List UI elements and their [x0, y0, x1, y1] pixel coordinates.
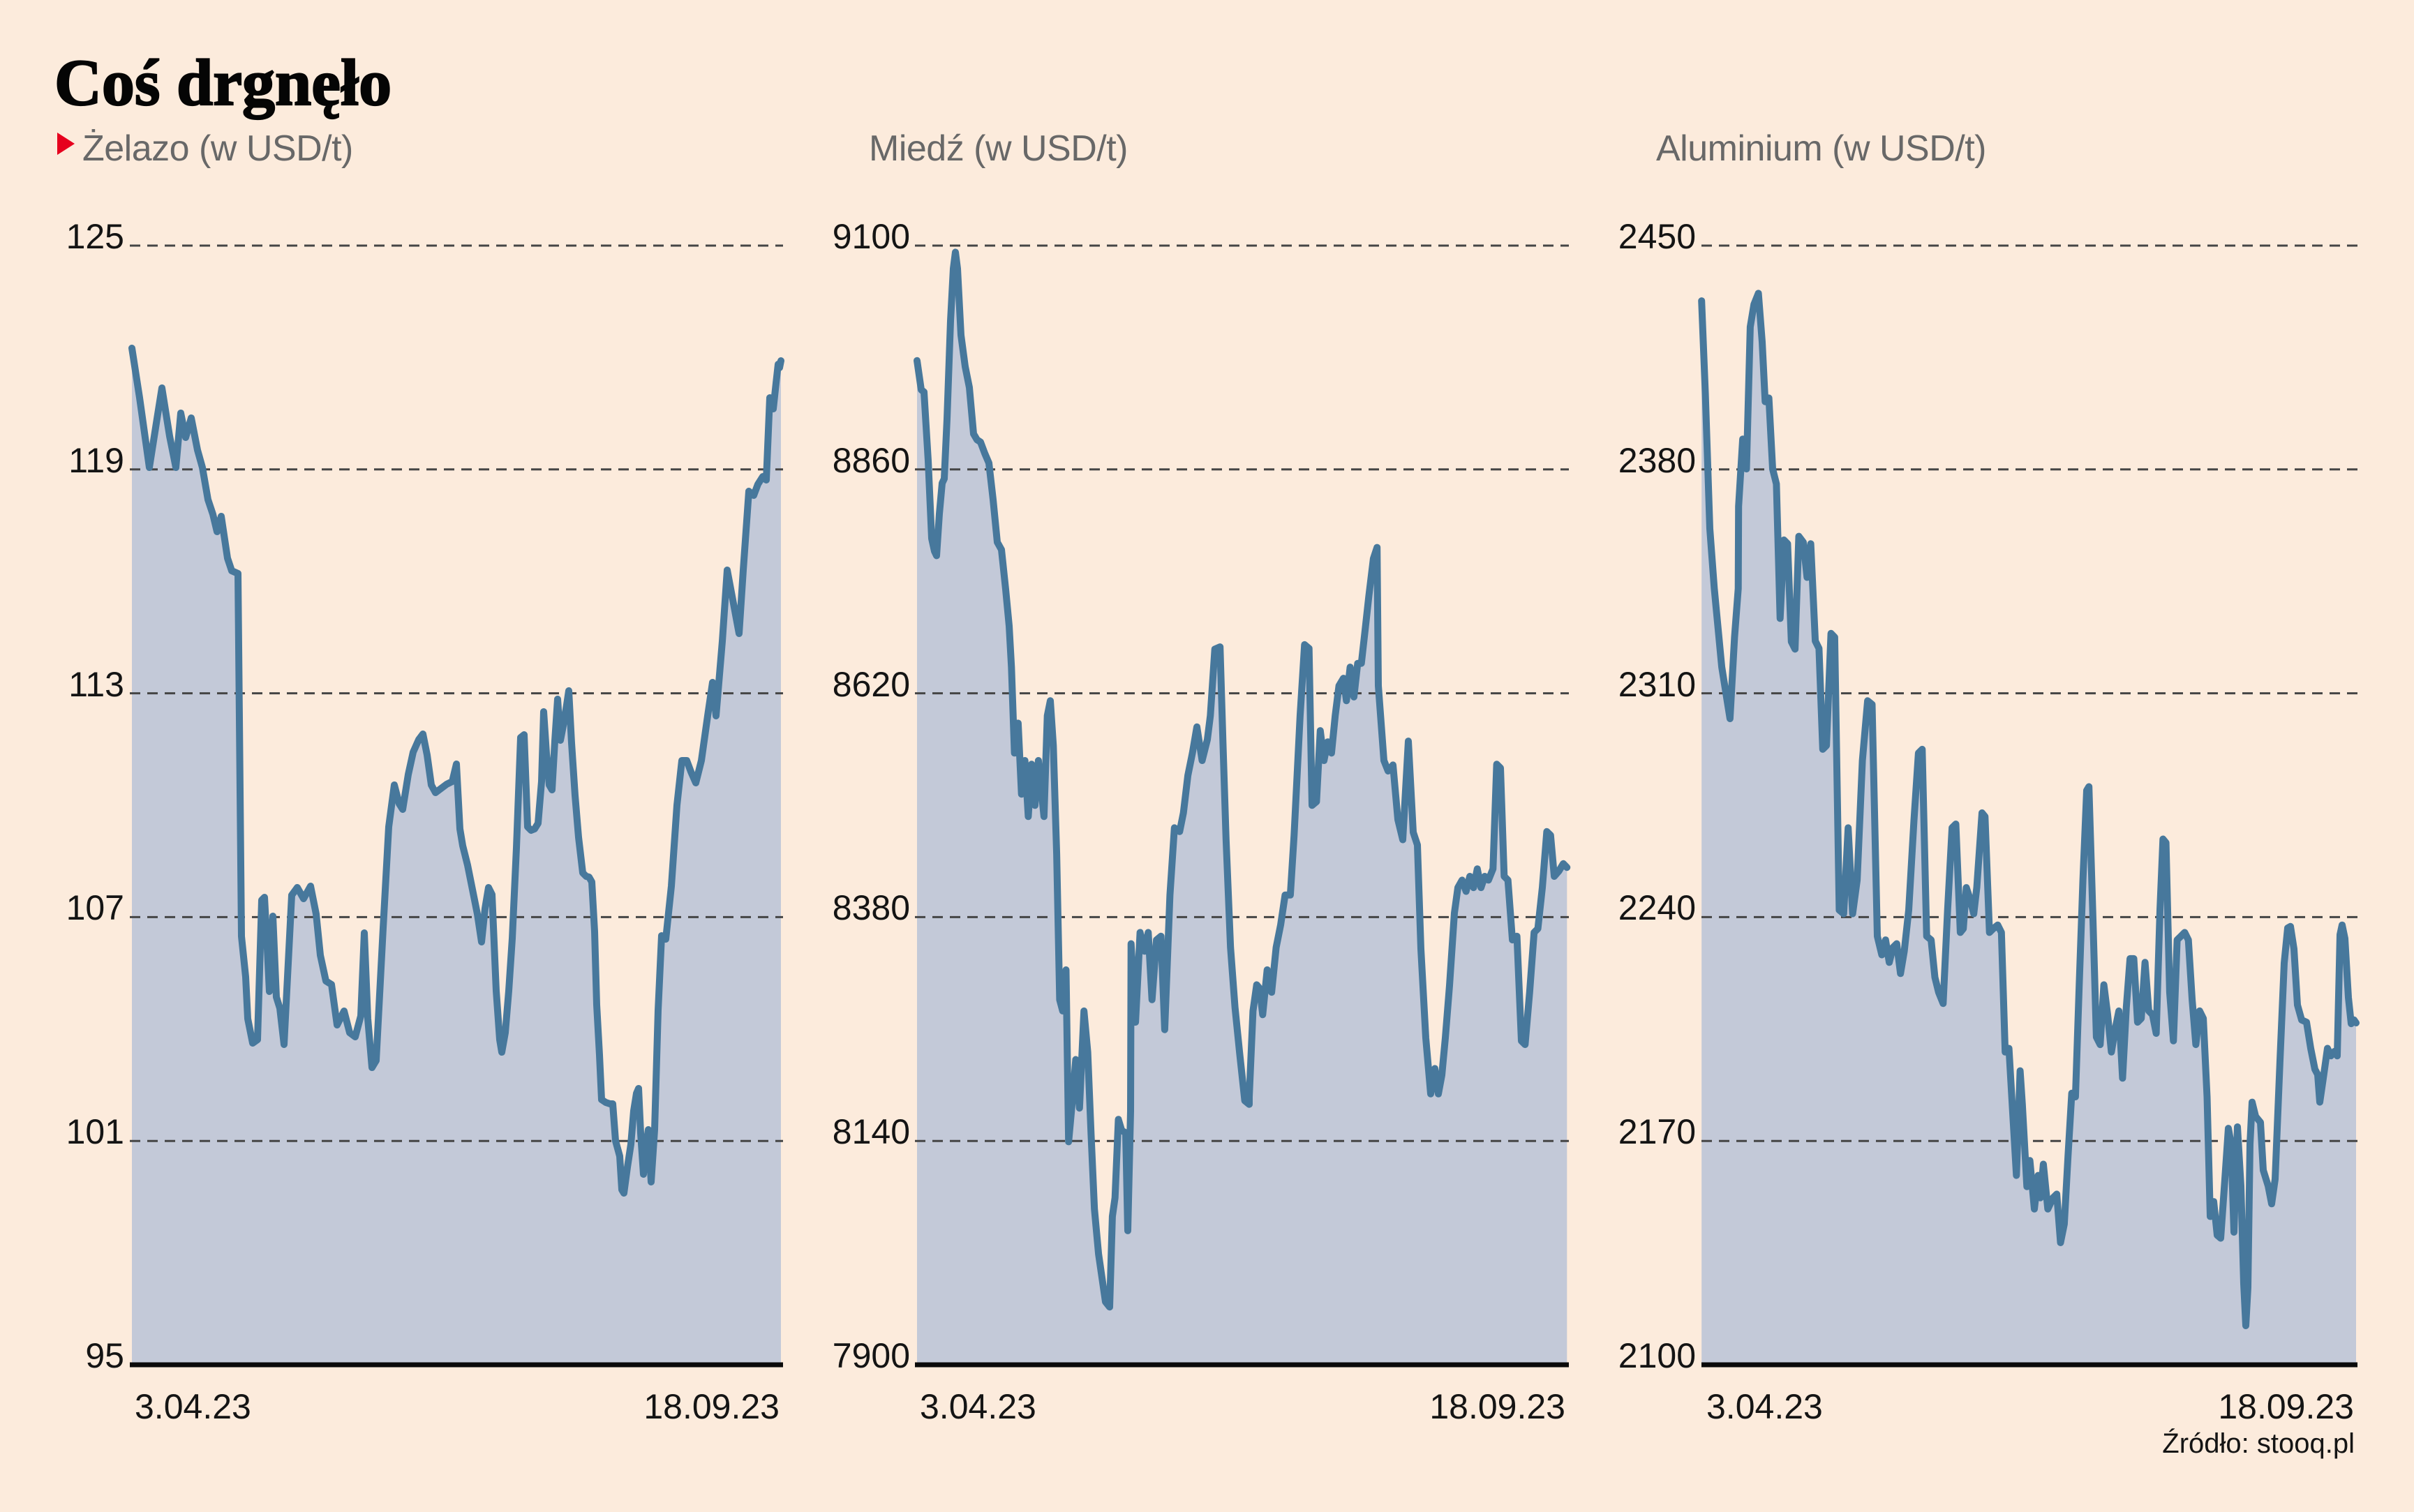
- svg-text:107: 107: [66, 888, 124, 927]
- svg-text:101: 101: [66, 1112, 124, 1151]
- svg-text:3.04.23: 3.04.23: [1706, 1387, 1823, 1426]
- svg-text:2310: 2310: [1618, 665, 1696, 704]
- svg-text:Aluminium (w USD/t): Aluminium (w USD/t): [1656, 128, 1986, 169]
- svg-text:Coś drgnęło: Coś drgnęło: [54, 47, 392, 119]
- svg-text:3.04.23: 3.04.23: [920, 1387, 1036, 1426]
- svg-text:8140: 8140: [833, 1112, 910, 1151]
- svg-text:8380: 8380: [833, 888, 910, 927]
- svg-text:18.09.23: 18.09.23: [2218, 1387, 2354, 1426]
- svg-text:7900: 7900: [833, 1336, 910, 1375]
- svg-text:119: 119: [68, 441, 124, 480]
- svg-text:18.09.23: 18.09.23: [1429, 1387, 1565, 1426]
- svg-text:2100: 2100: [1618, 1336, 1696, 1375]
- svg-text:2450: 2450: [1618, 217, 1696, 256]
- svg-text:9100: 9100: [833, 217, 910, 256]
- svg-text:2380: 2380: [1618, 441, 1696, 480]
- svg-text:113: 113: [68, 665, 124, 704]
- svg-text:125: 125: [66, 217, 124, 256]
- svg-text:8620: 8620: [833, 665, 910, 704]
- svg-text:2240: 2240: [1618, 888, 1696, 927]
- svg-text:8860: 8860: [833, 441, 910, 480]
- svg-text:95: 95: [85, 1336, 124, 1375]
- svg-text:3.04.23: 3.04.23: [135, 1387, 251, 1426]
- svg-text:2170: 2170: [1618, 1112, 1696, 1151]
- svg-text:Miedź (w USD/t): Miedź (w USD/t): [869, 128, 1128, 169]
- svg-text:Źródło: stooq.pl: Źródło: stooq.pl: [2162, 1428, 2355, 1459]
- svg-text:18.09.23: 18.09.23: [643, 1387, 780, 1426]
- svg-text:Żelazo (w USD/t): Żelazo (w USD/t): [82, 128, 353, 169]
